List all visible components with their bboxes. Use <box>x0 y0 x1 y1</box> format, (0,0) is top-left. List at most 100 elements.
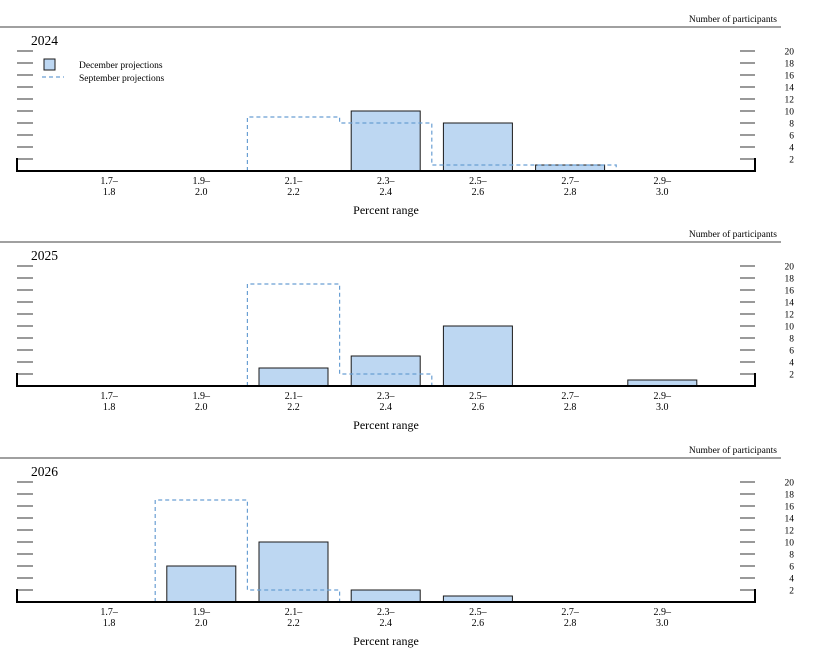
x-tick-label: 2.7– <box>561 176 580 187</box>
series-september-step <box>246 283 433 386</box>
y-tick-label: 10 <box>785 539 795 549</box>
y-tick-label: 18 <box>785 491 795 501</box>
y-tick-label: 2 <box>789 156 794 166</box>
x-tick-label: 1.8 <box>103 402 116 413</box>
x-tick-label: 2.2 <box>287 618 300 629</box>
x-tick-label: 2.2 <box>287 187 300 198</box>
x-axis-title: Percent range <box>353 418 419 432</box>
y-tick-label: 16 <box>785 503 795 513</box>
x-tick-label: 1.7– <box>100 391 119 402</box>
y-tick-label: 16 <box>785 72 795 82</box>
y-tick-label: 6 <box>789 132 794 142</box>
x-tick-label: 2.4 <box>379 402 392 413</box>
panel-title: 2024 <box>31 33 58 48</box>
x-tick-label: 2.7– <box>561 607 580 618</box>
y-axis-label: Number of participants <box>689 229 777 240</box>
x-axis-title: Percent range <box>353 203 419 217</box>
y-axis-label: Number of participants <box>689 445 777 456</box>
y-tick-label: 6 <box>789 347 794 357</box>
y-tick-label: 12 <box>785 527 795 537</box>
y-tick-label: 20 <box>785 479 795 489</box>
x-tick-label: 2.1– <box>285 607 304 618</box>
x-tick-label: 2.3– <box>377 391 396 402</box>
y-tick-label: 20 <box>785 263 795 273</box>
x-tick-label: 1.9– <box>193 607 212 618</box>
bar-december <box>350 110 421 172</box>
x-tick-label: 2.9– <box>654 176 673 187</box>
legend: December projections September projection… <box>42 58 165 84</box>
x-tick-label: 2.8 <box>564 618 577 629</box>
x-tick-label: 1.9– <box>193 391 212 402</box>
x-tick-label: 2.5– <box>469 391 488 402</box>
x-tick-label: 3.0 <box>656 402 669 413</box>
y-tick-label: 6 <box>789 563 794 573</box>
x-axis-baseline <box>16 589 756 603</box>
x-tick-label: 2.4 <box>379 618 392 629</box>
y-tick-label: 12 <box>785 311 795 321</box>
y-tick-label: 14 <box>785 299 795 309</box>
y-tick-label: 18 <box>785 60 795 70</box>
x-tick-label: 2.7– <box>561 391 580 402</box>
chart-panel-2025: Number of participants 2025 2 4 6 8 10 12 14 16 18… <box>0 229 794 432</box>
bar-december <box>166 565 237 603</box>
x-tick-label: 2.3– <box>377 176 396 187</box>
bar-december <box>350 589 421 603</box>
panel-title: 2026 <box>31 464 58 479</box>
y-tick-label: 10 <box>785 323 795 333</box>
legend-label-december: December projections <box>79 61 163 71</box>
y-tick-label: 12 <box>785 96 795 106</box>
x-tick-label: 2.1– <box>285 391 304 402</box>
bar-december <box>258 367 329 387</box>
y-tick-label: 2 <box>789 371 794 381</box>
bar-december <box>442 325 513 387</box>
x-tick-label: 2.0 <box>195 618 208 629</box>
chart-panel-2026: Number of participants 2026 2 4 6 8 10 12 14 16 18… <box>0 445 794 648</box>
y-tick-label: 10 <box>785 108 795 118</box>
bar-december <box>350 355 421 387</box>
x-tick-label: 3.0 <box>656 187 669 198</box>
y-tick-label: 14 <box>785 515 795 525</box>
x-tick-label: 2.6 <box>472 402 485 413</box>
legend-swatch-december <box>43 58 56 71</box>
x-tick-label: 2.6 <box>472 618 485 629</box>
y-tick-label: 18 <box>785 275 795 285</box>
x-tick-label: 2.4 <box>379 187 392 198</box>
x-axis-baseline <box>16 158 756 172</box>
x-tick-label: 2.6 <box>472 187 485 198</box>
y-tick-label: 8 <box>789 335 794 345</box>
x-tick-label: 2.8 <box>564 187 577 198</box>
x-tick-label: 1.7– <box>100 607 119 618</box>
panel-title: 2025 <box>31 248 58 263</box>
x-tick-label: 2.0 <box>195 402 208 413</box>
legend-label-september: September projections <box>79 74 165 84</box>
series-september-step <box>154 499 341 602</box>
x-tick-label: 1.7– <box>100 176 119 187</box>
bar-december <box>258 541 329 603</box>
y-tick-label: 4 <box>789 144 794 154</box>
x-tick-label: 1.8 <box>103 187 116 198</box>
x-tick-label: 2.5– <box>469 607 488 618</box>
x-tick-label: 3.0 <box>656 618 669 629</box>
series-september-step <box>246 116 617 171</box>
y-axis-label: Number of participants <box>689 14 777 25</box>
x-tick-label: 2.5– <box>469 176 488 187</box>
y-tick-label: 20 <box>785 48 795 58</box>
y-tick-label: 16 <box>785 287 795 297</box>
y-tick-label: 4 <box>789 575 794 585</box>
y-tick-label: 8 <box>789 551 794 561</box>
bar-december <box>442 122 513 172</box>
x-tick-label: 2.2 <box>287 402 300 413</box>
y-tick-label: 2 <box>789 587 794 597</box>
x-tick-label: 2.8 <box>564 402 577 413</box>
x-tick-label: 2.9– <box>654 391 673 402</box>
x-tick-label: 2.3– <box>377 607 396 618</box>
x-tick-label: 2.1– <box>285 176 304 187</box>
x-axis-baseline <box>16 373 756 387</box>
y-tick-label: 4 <box>789 359 794 369</box>
chart-panel-2024: Number of participants 2024 2 4 6 8 10 12 14 16 18… <box>0 14 794 217</box>
x-tick-label: 1.9– <box>193 176 212 187</box>
x-tick-label: 1.8 <box>103 618 116 629</box>
x-tick-label: 2.9– <box>654 607 673 618</box>
